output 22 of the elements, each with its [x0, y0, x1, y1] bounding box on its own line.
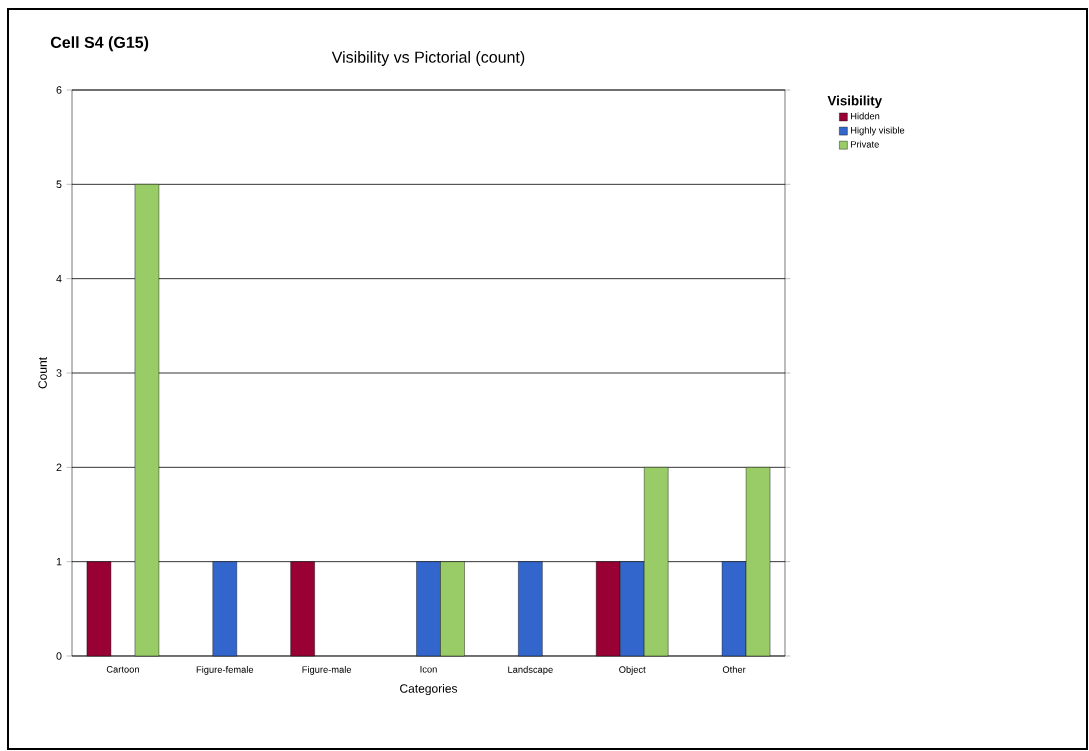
legend-label: Highly visible: [851, 126, 905, 136]
x-tick-label: Icon: [420, 666, 437, 673]
y-tick-label: 2: [56, 463, 62, 472]
text: Cell S4 (G15): [50, 36, 149, 52]
x-tick-label: Figure-male: [302, 666, 352, 675]
chart-title: Visibility vs Pictorial (count): [331, 51, 525, 66]
y-tick-label: 6: [56, 86, 62, 94]
y-tick-label: 4: [56, 275, 62, 283]
x-tick-label: Landscape: [508, 666, 553, 675]
legend-label: Private: [851, 140, 879, 148]
x-axis-title: Categories: [400, 683, 458, 696]
y-tick-label: 5: [56, 180, 62, 189]
x-tick-label: Other: [722, 666, 746, 673]
y-axis-title: Count: [38, 357, 47, 389]
x-tick-label: Figure-female: [196, 666, 254, 675]
y-tick-label: 0: [56, 652, 62, 660]
legend-label: Hidden: [851, 112, 880, 120]
legend-title: Visibility: [827, 95, 883, 109]
y-tick-label: 3: [56, 369, 62, 377]
x-tick-label: Cartoon: [106, 666, 139, 673]
y-tick-label: 1: [56, 558, 62, 566]
x-tick-label: Object: [619, 666, 646, 675]
